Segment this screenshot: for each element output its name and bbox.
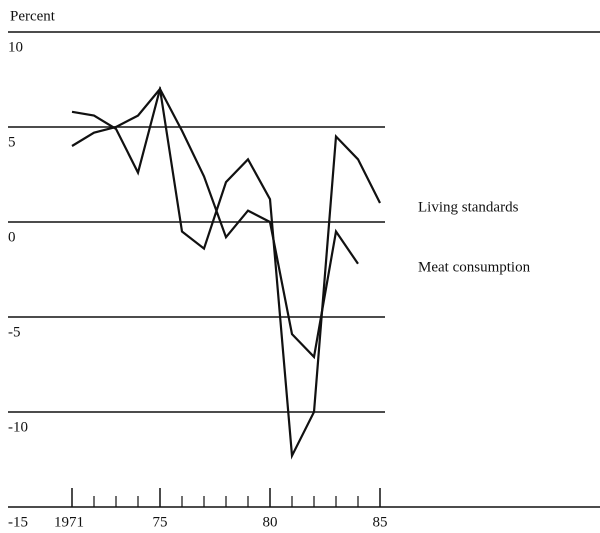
y-tick-label: -15 xyxy=(8,514,28,530)
y-tick-label: 0 xyxy=(8,229,16,245)
y-axis-label: Percent xyxy=(10,8,56,24)
y-tick-label: -5 xyxy=(8,324,21,340)
y-tick-label: 10 xyxy=(8,39,23,55)
series-line xyxy=(71,86,381,460)
x-tick-label: 1971 xyxy=(54,514,84,530)
x-tick-label: 85 xyxy=(373,514,388,530)
y-tick-label: -10 xyxy=(8,419,28,435)
x-tick-label: 75 xyxy=(153,514,168,530)
legend-label: Living standards xyxy=(418,199,519,215)
x-tick-label: 80 xyxy=(263,514,278,530)
y-tick-label: 5 xyxy=(8,134,16,150)
legend-label: Meat consumption xyxy=(418,259,531,275)
series-line xyxy=(71,85,359,360)
